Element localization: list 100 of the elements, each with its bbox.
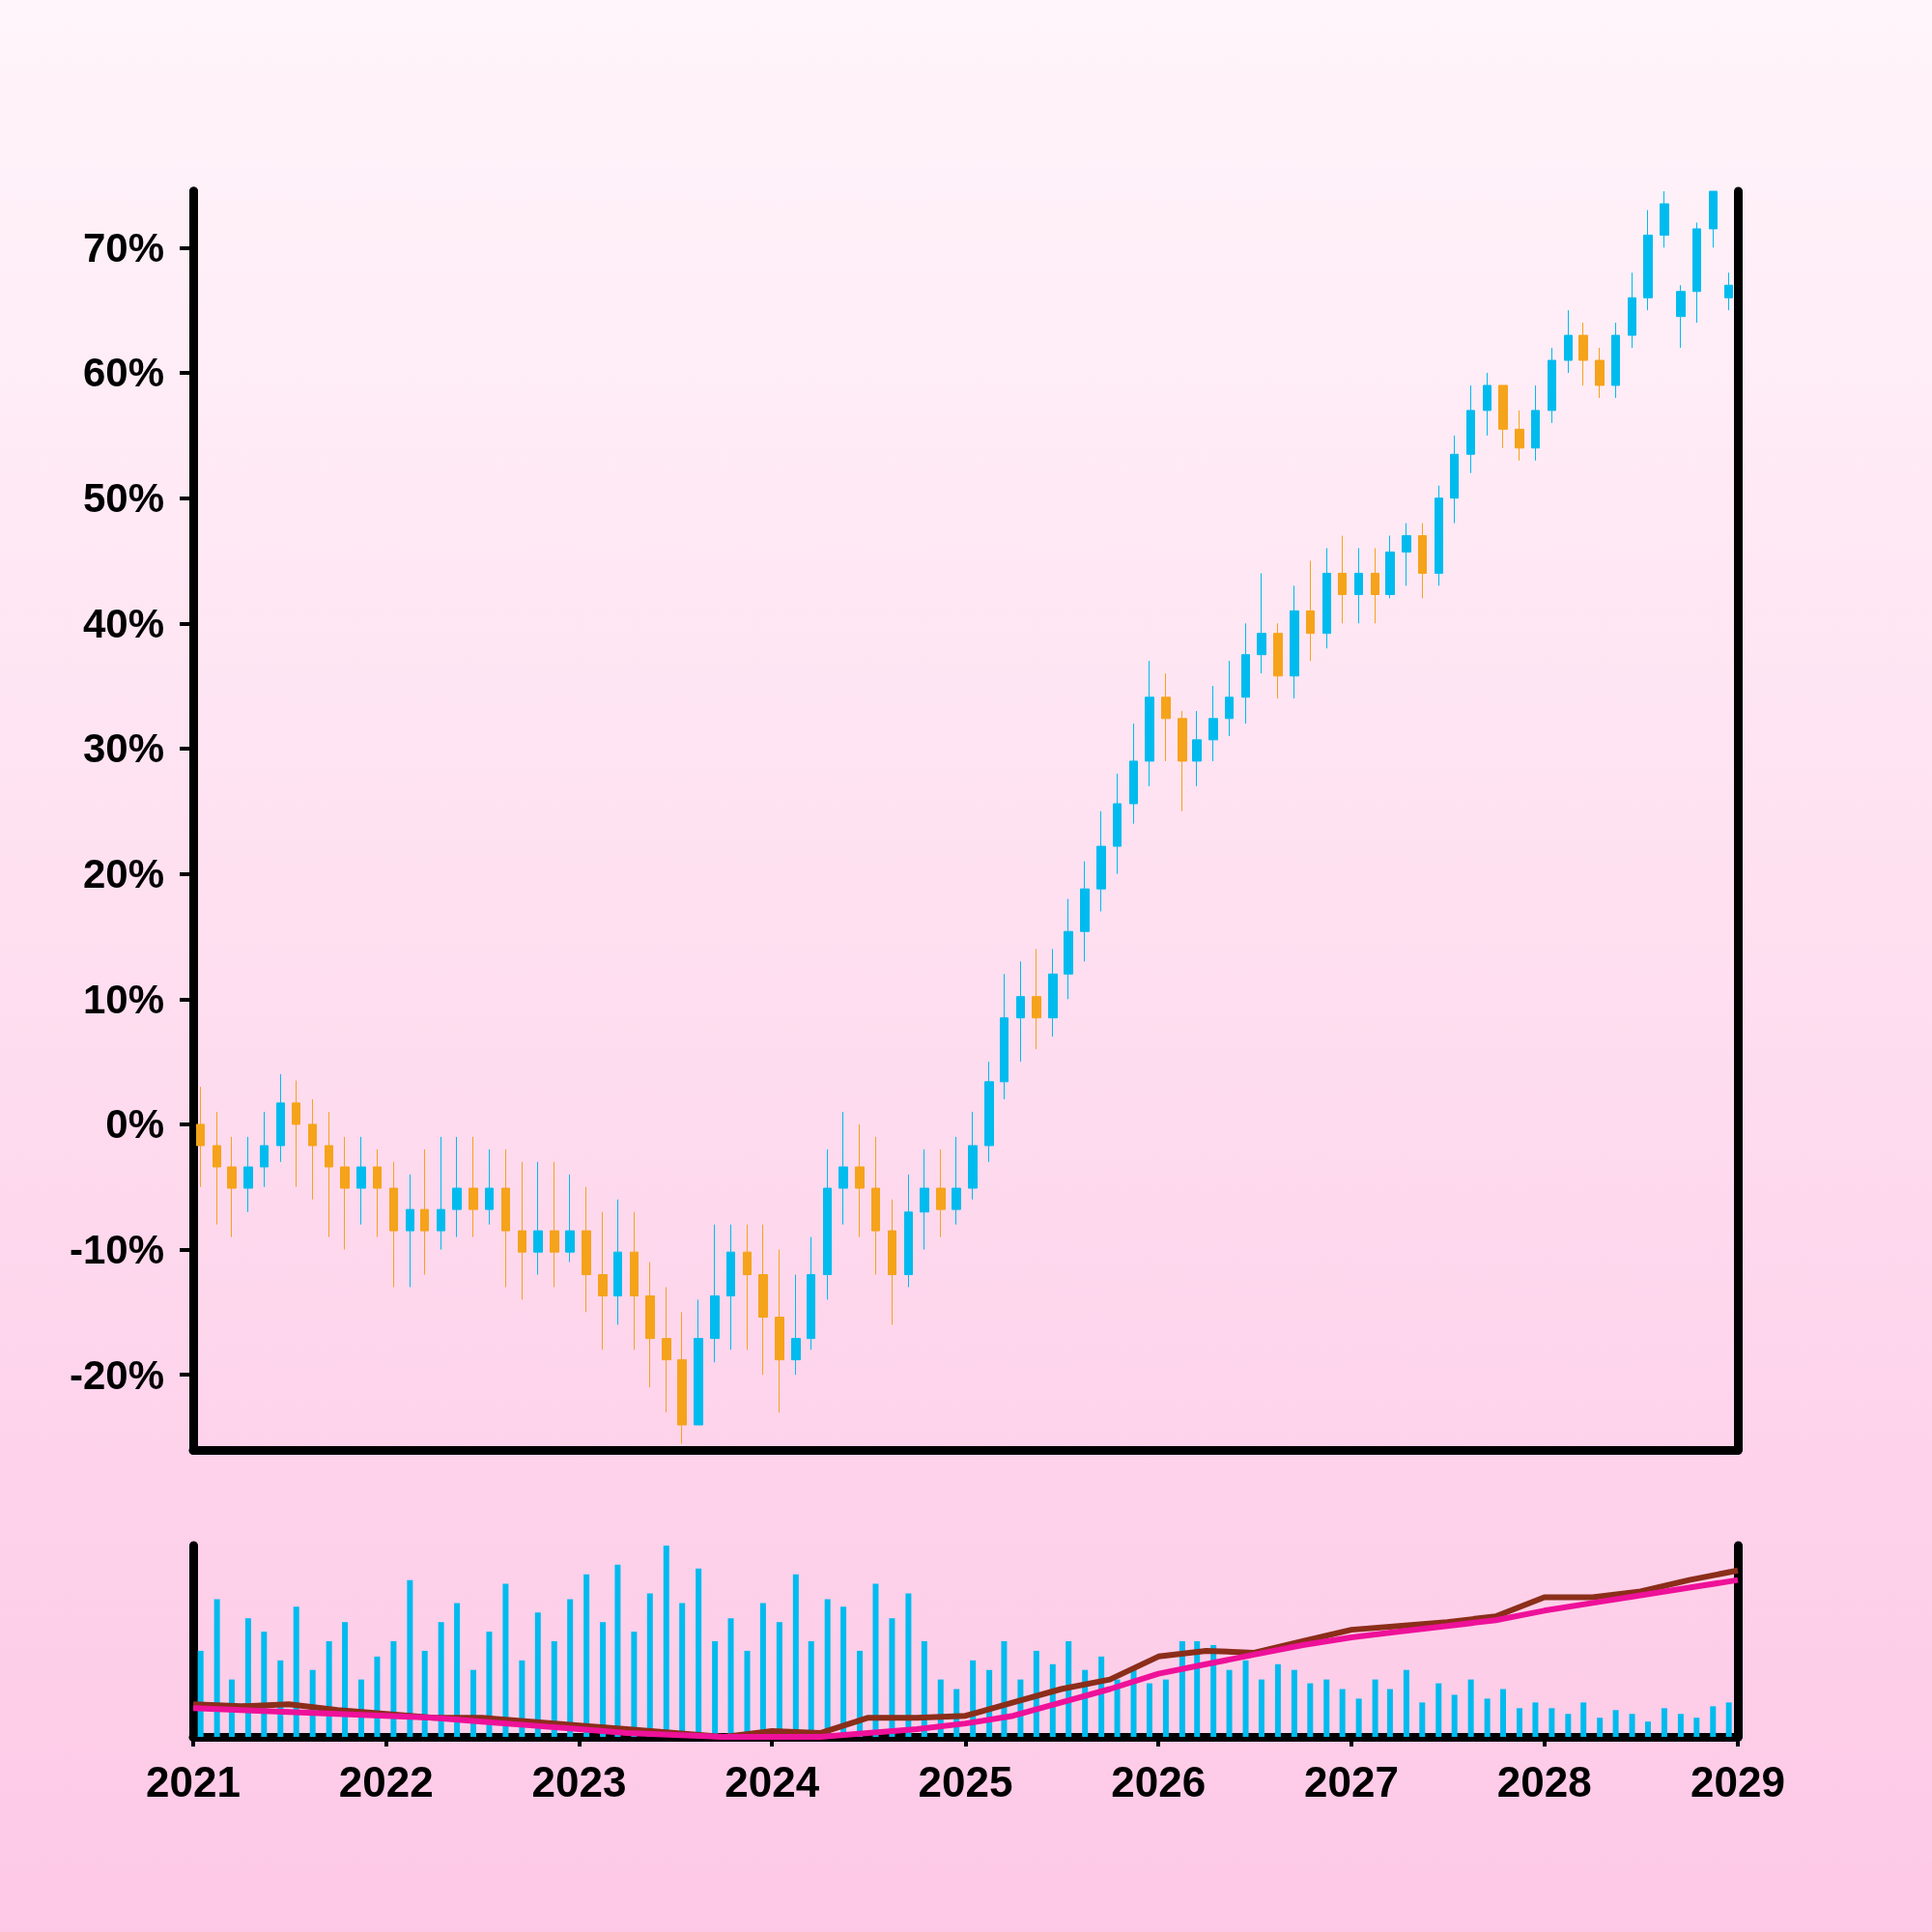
candlestick	[758, 1224, 768, 1376]
candlestick	[565, 1174, 575, 1264]
bar	[551, 1641, 557, 1737]
bar	[1372, 1679, 1378, 1737]
candlestick	[855, 1123, 865, 1238]
candlestick	[823, 1149, 832, 1300]
bar	[1467, 1679, 1474, 1737]
bar	[1386, 1689, 1393, 1737]
bar	[1629, 1714, 1635, 1737]
bar	[1258, 1679, 1264, 1737]
candlestick	[871, 1136, 880, 1275]
bar	[1500, 1689, 1507, 1737]
bar	[1597, 1718, 1604, 1737]
candlestick	[1611, 322, 1620, 399]
bar	[213, 1599, 220, 1737]
candlestick	[1564, 309, 1573, 374]
candlestick	[710, 1224, 720, 1363]
candlestick	[1048, 948, 1058, 1037]
candlestick	[1515, 410, 1524, 462]
candlestick	[791, 1273, 801, 1376]
candlestick	[936, 1149, 946, 1238]
candlestick	[1322, 548, 1331, 649]
candlestick	[1192, 710, 1202, 787]
y-tick-label: 30%	[82, 725, 164, 772]
x-tick-label: 2024	[724, 1757, 820, 1805]
x-tick-label: 2021	[146, 1757, 241, 1805]
candlestick	[1064, 898, 1073, 1000]
bar	[1323, 1679, 1330, 1737]
candlestick	[1724, 271, 1733, 311]
x-tick-label: 2022	[338, 1757, 434, 1805]
x-tick-label: 2029	[1690, 1757, 1785, 1805]
candlestick	[726, 1224, 735, 1350]
candlestick	[838, 1111, 848, 1226]
candlestick	[1643, 209, 1653, 311]
y-tick-label: 40%	[82, 600, 164, 646]
candlestick	[213, 1111, 221, 1226]
candlestick	[677, 1311, 687, 1445]
candlestick	[694, 1298, 703, 1426]
bar	[421, 1650, 428, 1737]
bar	[1580, 1702, 1587, 1737]
bar	[1146, 1683, 1152, 1737]
candlestick	[469, 1136, 478, 1238]
candlestick	[1016, 960, 1025, 1063]
bar	[534, 1612, 541, 1737]
bar	[1710, 1706, 1717, 1737]
x-tick-label: 2028	[1496, 1757, 1592, 1805]
candlestick	[984, 1061, 994, 1163]
candlestick	[1385, 535, 1395, 599]
candlestick	[533, 1161, 543, 1275]
bar	[600, 1622, 607, 1737]
x-tick-label: 2023	[531, 1757, 627, 1805]
y-tick-label: 50%	[82, 475, 164, 522]
y-tick-label: 20%	[82, 851, 164, 897]
bar	[872, 1583, 879, 1737]
candlestick	[1676, 284, 1686, 349]
candlestick	[1161, 672, 1171, 762]
bar	[1484, 1698, 1491, 1737]
bar	[1419, 1702, 1426, 1737]
candlestick	[420, 1149, 429, 1275]
candlestick	[325, 1111, 333, 1238]
x-tick-label: 2027	[1304, 1757, 1399, 1805]
candlestick	[1531, 384, 1540, 462]
candlestick	[1225, 660, 1234, 737]
y-tick-label: -10%	[69, 1227, 164, 1273]
bar	[293, 1606, 299, 1737]
bar	[1162, 1679, 1169, 1737]
candlestick	[1208, 685, 1218, 762]
candlestick	[1096, 810, 1106, 912]
candlestick	[1113, 773, 1122, 875]
candlestick	[260, 1111, 269, 1188]
bar	[1355, 1698, 1362, 1737]
candlestick	[968, 1111, 978, 1201]
y-tick-label: 0%	[105, 1101, 164, 1148]
bar	[1693, 1718, 1700, 1737]
bar	[583, 1574, 590, 1737]
candlestick	[276, 1073, 285, 1163]
y-tick-label: 10%	[82, 976, 164, 1022]
candlestick	[437, 1136, 445, 1251]
candlestick	[1129, 723, 1138, 825]
candlestick	[662, 1286, 671, 1413]
candlestick	[501, 1149, 510, 1288]
candlestick	[518, 1161, 526, 1300]
candlestick	[645, 1262, 655, 1388]
bar	[905, 1593, 912, 1737]
bar	[1612, 1710, 1619, 1737]
candlestick	[1435, 485, 1443, 586]
candlestick	[292, 1080, 300, 1188]
candlestick	[452, 1136, 462, 1238]
bar	[1435, 1683, 1442, 1737]
candlestick	[1290, 584, 1299, 699]
candlestick	[1595, 347, 1605, 399]
candlestick	[485, 1149, 494, 1226]
candlestick	[1273, 622, 1283, 699]
x-tick-label: 2026	[1111, 1757, 1207, 1805]
candlestick	[582, 1186, 591, 1313]
bar	[1677, 1714, 1684, 1737]
candlestick	[1466, 384, 1475, 474]
bar	[614, 1564, 621, 1737]
bar	[438, 1622, 444, 1737]
candlestick	[1257, 572, 1266, 674]
